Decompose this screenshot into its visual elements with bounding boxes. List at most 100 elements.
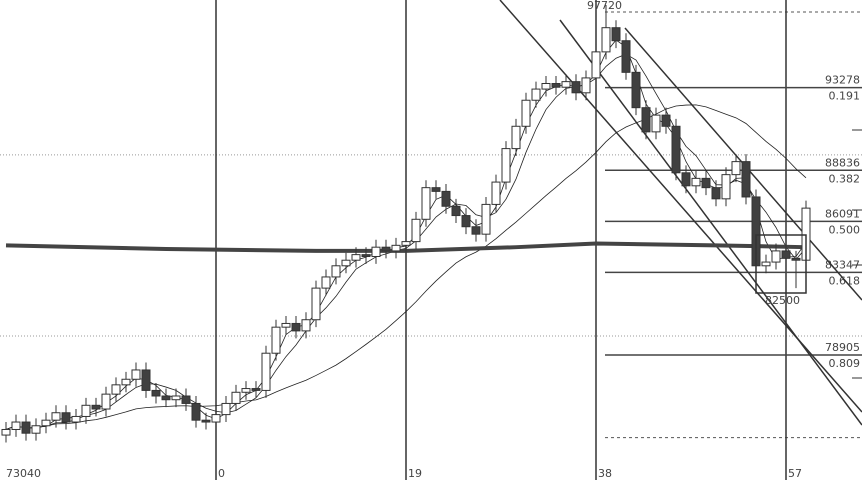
- candle-down: [461, 215, 471, 228]
- candle-down: [741, 161, 751, 198]
- candle-up: [1, 428, 11, 436]
- candle-down: [701, 177, 711, 189]
- candle-up: [421, 187, 431, 220]
- candle-up: [391, 244, 401, 252]
- candle-up: [211, 414, 221, 423]
- candle-down: [711, 187, 721, 200]
- candle-up: [651, 114, 661, 133]
- candle-up: [531, 88, 541, 101]
- x-tick-label: 57: [788, 467, 802, 480]
- high-label: 97720: [587, 0, 622, 12]
- candle-up: [731, 161, 741, 176]
- fib-ratio-label: 0.191: [829, 90, 861, 103]
- low-label: 73040: [6, 467, 41, 480]
- candle-up: [241, 388, 251, 393]
- candle-up: [501, 148, 511, 183]
- candle-up: [41, 419, 51, 427]
- candle-down: [631, 71, 641, 109]
- candle-up: [521, 99, 531, 127]
- candle-up: [321, 276, 331, 289]
- candle-up: [31, 425, 41, 434]
- fib-ratio-label: 0.382: [829, 172, 861, 185]
- x-axis-labels: 0 19 38 57: [218, 467, 802, 480]
- candle-up: [601, 27, 611, 53]
- fib-ratio-label: 0.500: [829, 223, 861, 236]
- candle-down: [161, 395, 171, 401]
- price-box: 82500: [755, 234, 807, 307]
- candle-down: [571, 81, 581, 94]
- grid-lines: [0, 11, 862, 439]
- box-label: 82500: [765, 294, 800, 307]
- candle-up: [401, 241, 411, 246]
- fib-ratio-label: 0.618: [829, 274, 861, 287]
- candle-down: [471, 226, 481, 235]
- channel-line: [499, 0, 862, 413]
- candle-up: [271, 326, 281, 354]
- candle-down: [611, 27, 621, 42]
- candle-up: [771, 250, 781, 263]
- candle-down: [361, 254, 371, 257]
- fib-price-label: 88836: [825, 156, 860, 169]
- candle-up: [71, 415, 81, 423]
- candle-down: [551, 82, 561, 88]
- candle-down: [431, 187, 441, 192]
- candle-down: [291, 322, 301, 332]
- candle-up: [311, 287, 321, 321]
- candle-up: [581, 77, 591, 94]
- candle-up: [101, 393, 111, 410]
- fib-price-label: 86091: [825, 207, 860, 220]
- candle-down: [201, 419, 211, 423]
- candle-up: [561, 81, 571, 88]
- candle-up: [261, 352, 271, 391]
- candles: [1, 5, 811, 443]
- candle-down: [681, 172, 691, 187]
- candle-down: [791, 257, 801, 261]
- candle-down: [661, 114, 671, 127]
- candle-down: [91, 404, 101, 410]
- candle-up: [131, 369, 141, 380]
- candle-up: [51, 412, 61, 421]
- candle-up: [721, 174, 731, 200]
- candle-down: [141, 369, 151, 391]
- channel-line: [559, 19, 862, 426]
- ma-line-20: [5, 104, 807, 430]
- candle-up: [111, 384, 121, 395]
- candle-up: [541, 82, 551, 90]
- candle-down: [181, 395, 191, 404]
- candle-up: [691, 177, 701, 187]
- candle-up: [331, 265, 341, 278]
- candle-down: [781, 250, 791, 259]
- candle-up: [511, 125, 521, 150]
- period-separators: [215, 0, 787, 480]
- candle-down: [151, 389, 161, 397]
- candle-up: [761, 261, 771, 267]
- candle-up: [281, 322, 291, 328]
- candle-down: [621, 40, 631, 73]
- candle-up: [221, 402, 231, 416]
- x-tick-label: 19: [408, 467, 422, 480]
- candle-down: [671, 125, 681, 174]
- long-ma-line: [5, 241, 807, 253]
- candle-up: [231, 391, 241, 404]
- candle-up: [81, 404, 91, 417]
- candle-up: [341, 259, 351, 267]
- candle-up: [171, 395, 181, 401]
- candle-down: [641, 107, 651, 133]
- candle-up: [121, 378, 131, 386]
- candle-down: [451, 205, 461, 217]
- candle-up: [491, 181, 501, 205]
- fib-price-label: 78905: [825, 341, 860, 354]
- candle-down: [251, 388, 261, 391]
- candle-down: [61, 412, 71, 423]
- candle-up: [591, 51, 601, 79]
- candle-up: [411, 218, 421, 243]
- candle-up: [371, 246, 381, 257]
- candle-down: [381, 246, 391, 252]
- candle-down: [21, 421, 31, 434]
- fib-price-label: 93278: [825, 74, 860, 87]
- candle-up: [11, 421, 21, 430]
- candle-down: [191, 402, 201, 421]
- candle-down: [441, 190, 451, 207]
- candle-up: [351, 254, 361, 261]
